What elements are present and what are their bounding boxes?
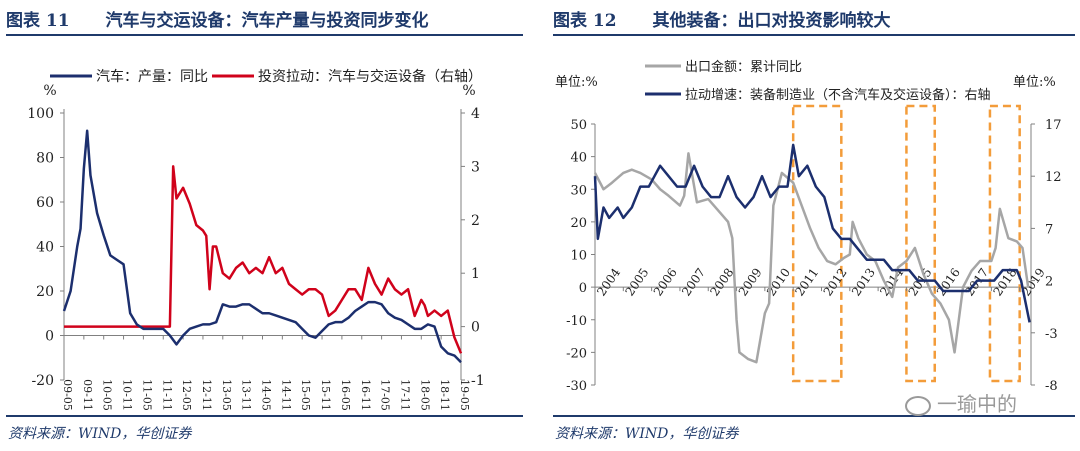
x-tick-label: 2005 (622, 266, 651, 299)
watermark: 一瑜中的 (905, 388, 1017, 417)
right-source-note: 资料来源：WIND，华创证券 (555, 426, 739, 442)
x-tick-label: 2009 (736, 266, 765, 299)
left-source-note: 资料来源：WIND，华创证券 (8, 426, 192, 442)
series-equipment-investment-line (593, 143, 1031, 323)
y-tick-label: 0 (45, 329, 54, 345)
y-tick-label: 60 (36, 195, 54, 211)
x-tick-label: 2016 (934, 266, 963, 299)
y-tick-label: 80 (36, 151, 54, 167)
y-tick-label: -10 (566, 314, 587, 329)
y-tick-label: 10 (570, 249, 587, 264)
y-tick-label: 40 (570, 151, 587, 166)
x-tick-label: 11-11 (160, 379, 173, 411)
legend-label-equipment-investment: 拉动增速：装备制造业（不含汽车及交运设备）：右轴 (685, 87, 991, 103)
left-footer-rule (6, 415, 523, 417)
left-header-rule (6, 34, 523, 36)
x-tick-label: 17-11 (398, 379, 411, 411)
x-tick-label: 16-05 (339, 379, 352, 411)
right-figure-title: 其他装备：出口对投资影响较大 (652, 11, 891, 31)
y2-tick-label: -8 (1045, 379, 1058, 394)
x-tick-label: 14-11 (279, 379, 292, 411)
y2-tick-label: 4 (471, 106, 480, 122)
highlight-period-box (905, 104, 936, 383)
left-figure-title: 汽车与交运设备：汽车产量与投资同步变化 (105, 11, 429, 31)
y2-tick-label: 12 (1045, 170, 1062, 185)
y-tick-label: -20 (566, 346, 587, 361)
highlight-period-box (988, 104, 1021, 383)
x-tick-label: 16-11 (359, 379, 372, 411)
y-tick-label: 50 (570, 118, 587, 133)
x-tick-label: 15-11 (319, 379, 332, 411)
y2-tick-label: -1 (471, 373, 485, 389)
right-figure-label: 图表 12 (553, 11, 617, 31)
legend-label-auto-output: 汽车：产量：同比 (96, 68, 208, 85)
x-tick-label: 2004 (594, 265, 623, 298)
x-tick-label: 15-05 (299, 379, 312, 411)
left-figure-label: 图表 11 (6, 11, 70, 31)
right-footer-rule (553, 415, 1075, 417)
y-axis-title: % (43, 83, 56, 99)
legend-label-investment: 投资拉动：汽车与交运设备（右轴） (258, 68, 482, 85)
y-tick-label: 100 (27, 106, 54, 122)
x-tick-label: 09-05 (61, 379, 74, 411)
x-tick-label: 13-05 (220, 379, 233, 411)
right-header-rule (553, 34, 1075, 36)
x-tick-label: 14-05 (260, 379, 273, 411)
y2-axis-title: 单位:% (1013, 75, 1056, 90)
right-chart: -30 -20 -10 0 10 20 30 40 50 -8 -3 2 7 12 17 单位:% 单位:% 20… (555, 59, 1062, 394)
x-tick-label: 10-05 (101, 379, 114, 411)
x-tick-label: 2007 (679, 266, 708, 299)
y-tick-label: 40 (36, 240, 54, 256)
y-tick-label: -20 (31, 373, 54, 389)
legend-label-export: 出口金额：累计同比 (685, 59, 802, 75)
watermark-text: 一瑜中的 (937, 392, 1017, 416)
y2-tick-label: 0 (471, 320, 480, 336)
x-tick-label: 10-11 (121, 379, 134, 411)
x-tick-label: 13-11 (240, 379, 253, 411)
right-figure-header: 图表 12 其他装备：出口对投资影响较大 (553, 6, 891, 31)
y-tick-label: -30 (566, 379, 587, 394)
x-tick-label: 2012 (821, 266, 850, 299)
series-export-line (593, 152, 1030, 364)
y-axis-title: 单位:% (555, 75, 598, 90)
x-tick-label: 11-05 (140, 379, 153, 411)
y-tick-label: 0 (579, 281, 587, 296)
x-tick-label: 19-05 (458, 379, 471, 411)
y2-tick-label: 1 (471, 266, 480, 282)
x-tick-label: 18-05 (418, 379, 431, 411)
x-tick-label: 2006 (651, 266, 680, 299)
x-tick-label: 12-05 (180, 379, 193, 411)
x-tick-label: 12-11 (200, 379, 213, 411)
y2-tick-label: 7 (1045, 222, 1053, 237)
left-panel: 图表 11 汽车与交运设备：汽车产量与投资同步变化 -20 0 20 40 60 80 10… (6, 0, 523, 451)
x-tick-label: 18-11 (438, 379, 451, 411)
highlight-period-box (791, 104, 843, 383)
wechat-icon (905, 395, 931, 416)
y-tick-label: 20 (36, 284, 54, 300)
x-tick-label: 17-05 (379, 379, 392, 411)
y2-tick-label: 17 (1045, 118, 1062, 133)
y2-tick-label: 3 (471, 159, 480, 175)
x-tick-label: 2011 (792, 266, 821, 299)
y2-tick-label: -3 (1045, 327, 1058, 342)
y-tick-label: 20 (570, 216, 587, 231)
series-auto-output-line (62, 129, 462, 364)
x-tick-label: 09-11 (81, 379, 94, 411)
y2-tick-label: 2 (1045, 275, 1053, 290)
y2-tick-label: 2 (471, 213, 480, 229)
x-tick-label: 2008 (707, 266, 736, 299)
x-tick-label: 2013 (849, 266, 878, 299)
left-chart: -20 0 20 40 60 80 100 -1 0 1 2 3 4% % 09-05 09-11 10-05 1… (27, 68, 485, 411)
y2-axis-title: % (462, 83, 475, 99)
series-investment-line (64, 165, 463, 354)
y-tick-label: 30 (570, 183, 587, 198)
left-figure-header: 图表 11 汽车与交运设备：汽车产量与投资同步变化 (6, 6, 429, 31)
right-panel: 图表 12 其他装备：出口对投资影响较大 -30 -20 -10 0 10 20 30 40 5… (553, 0, 1075, 451)
